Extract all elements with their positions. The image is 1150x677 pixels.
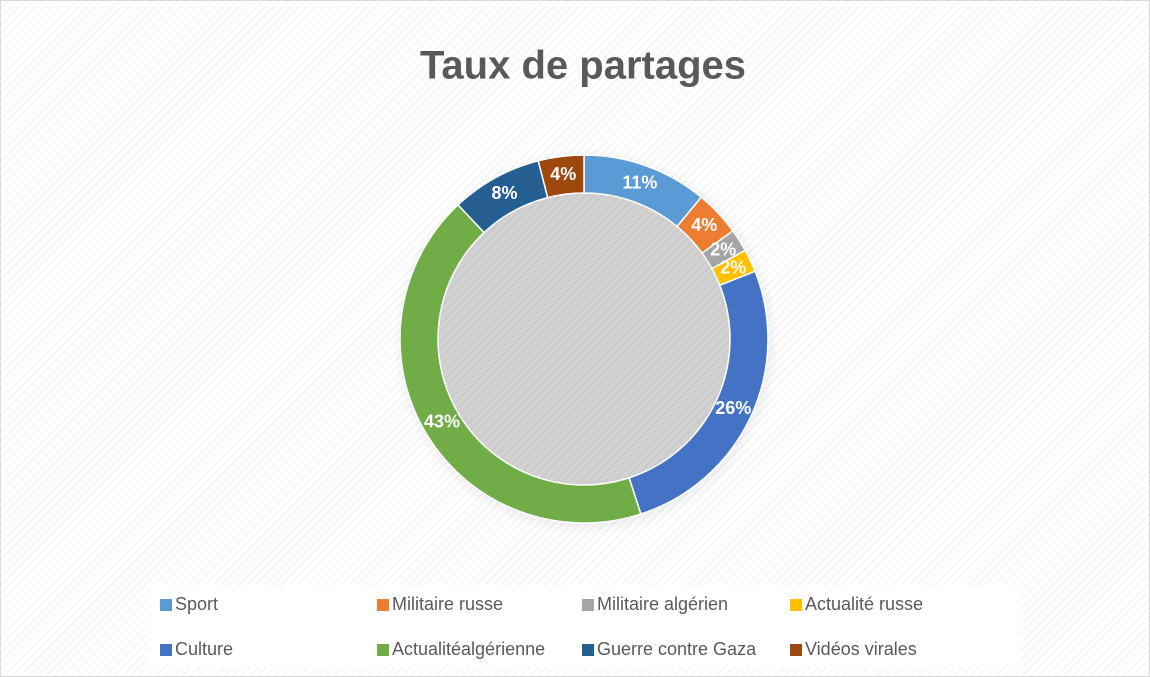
data-label: 2% bbox=[710, 239, 736, 259]
chart-title: Taux de partages bbox=[420, 44, 746, 88]
legend-swatch bbox=[790, 644, 802, 656]
legend-swatch bbox=[160, 644, 172, 656]
data-label: 4% bbox=[550, 164, 576, 184]
legend-label: Militaire algérien bbox=[597, 594, 728, 614]
data-label: 11% bbox=[622, 173, 657, 193]
legend-label: Sport bbox=[175, 594, 218, 614]
legend-label: Actualitéalgérienne bbox=[392, 639, 545, 659]
data-label: 4% bbox=[691, 215, 717, 235]
legend-swatch bbox=[582, 644, 594, 656]
data-label: 8% bbox=[492, 183, 518, 203]
legend-label: Vidéos virales bbox=[805, 639, 917, 659]
legend-swatch bbox=[582, 599, 594, 611]
donut-shadow bbox=[392, 148, 780, 536]
legend-swatch bbox=[160, 599, 172, 611]
donut-segment bbox=[537, 154, 585, 199]
legend-swatch bbox=[377, 644, 389, 656]
data-label: 26% bbox=[715, 398, 751, 418]
legend-label: Actualité russe bbox=[805, 594, 923, 614]
legend-swatch bbox=[377, 599, 389, 611]
legend-swatch bbox=[790, 599, 802, 611]
data-label: 2% bbox=[720, 257, 746, 277]
legend-label: Militaire russe bbox=[392, 594, 503, 614]
legend-label: Guerre contre Gaza bbox=[597, 639, 757, 659]
legend-label: Culture bbox=[175, 639, 233, 659]
data-label: 43% bbox=[424, 412, 460, 432]
